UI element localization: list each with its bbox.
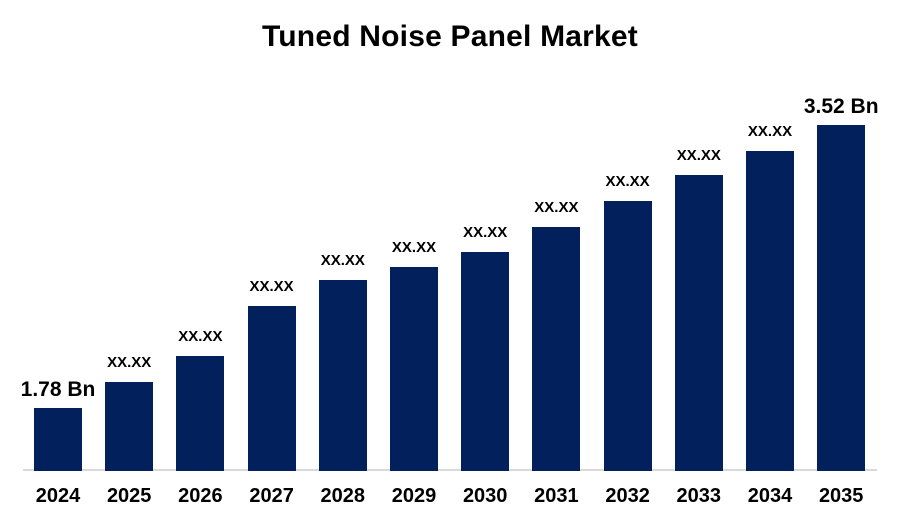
x-axis-tick-label-2031: 2031 — [534, 485, 579, 507]
bar-value-label-2031: XX.XX — [534, 199, 579, 216]
bar-2029 — [390, 267, 438, 471]
x-axis-tick-label-2024: 2024 — [35, 485, 81, 507]
x-axis-tick-label-2032: 2032 — [605, 485, 650, 507]
bar-value-label-2029: XX.XX — [391, 239, 437, 256]
bar-value-label-2024: 1.78 Bn — [20, 378, 96, 401]
bar-value-label-2025: XX.XX — [107, 354, 152, 371]
bar-2032 — [603, 201, 652, 471]
bar-2028 — [318, 280, 367, 471]
bar-2034 — [746, 151, 794, 471]
x-axis-tick-label-2030: 2030 — [462, 485, 508, 507]
bar-value-label-2032: XX.XX — [605, 173, 650, 190]
bar-2031 — [532, 227, 581, 471]
x-axis-tick-label-2035: 2035 — [818, 485, 864, 507]
bar-value-label-2033: XX.XX — [676, 147, 721, 164]
x-axis-line — [23, 469, 877, 471]
bar-2025 — [105, 382, 154, 471]
bar-2033 — [674, 175, 723, 471]
bar-value-label-2028: XX.XX — [320, 252, 365, 269]
x-axis-tick-label-2029: 2029 — [391, 485, 437, 507]
bar-2027 — [247, 306, 296, 471]
bar-value-label-2035: 3.52 Bn — [803, 95, 879, 118]
bar-value-label-2030: XX.XX — [463, 224, 508, 241]
chart-title: Tuned Noise Panel Market — [261, 20, 638, 53]
x-axis-tick-label-2025: 2025 — [106, 485, 152, 507]
x-axis-tick-label-2034: 2034 — [747, 485, 793, 507]
bar-value-label-2027: XX.XX — [249, 278, 294, 295]
x-axis-tick-label-2033: 2033 — [676, 485, 722, 507]
bar-2030 — [461, 252, 510, 471]
bar-2035 — [817, 125, 866, 471]
bar-2026 — [176, 356, 225, 471]
x-axis-tick-label-2026: 2026 — [178, 485, 223, 507]
x-axis-tick-label-2027: 2027 — [249, 485, 294, 507]
bar-value-label-2034: XX.XX — [747, 123, 793, 140]
bar-value-label-2026: XX.XX — [178, 328, 223, 345]
x-axis-tick-label-2028: 2028 — [320, 485, 366, 507]
bar-2024 — [34, 408, 82, 471]
